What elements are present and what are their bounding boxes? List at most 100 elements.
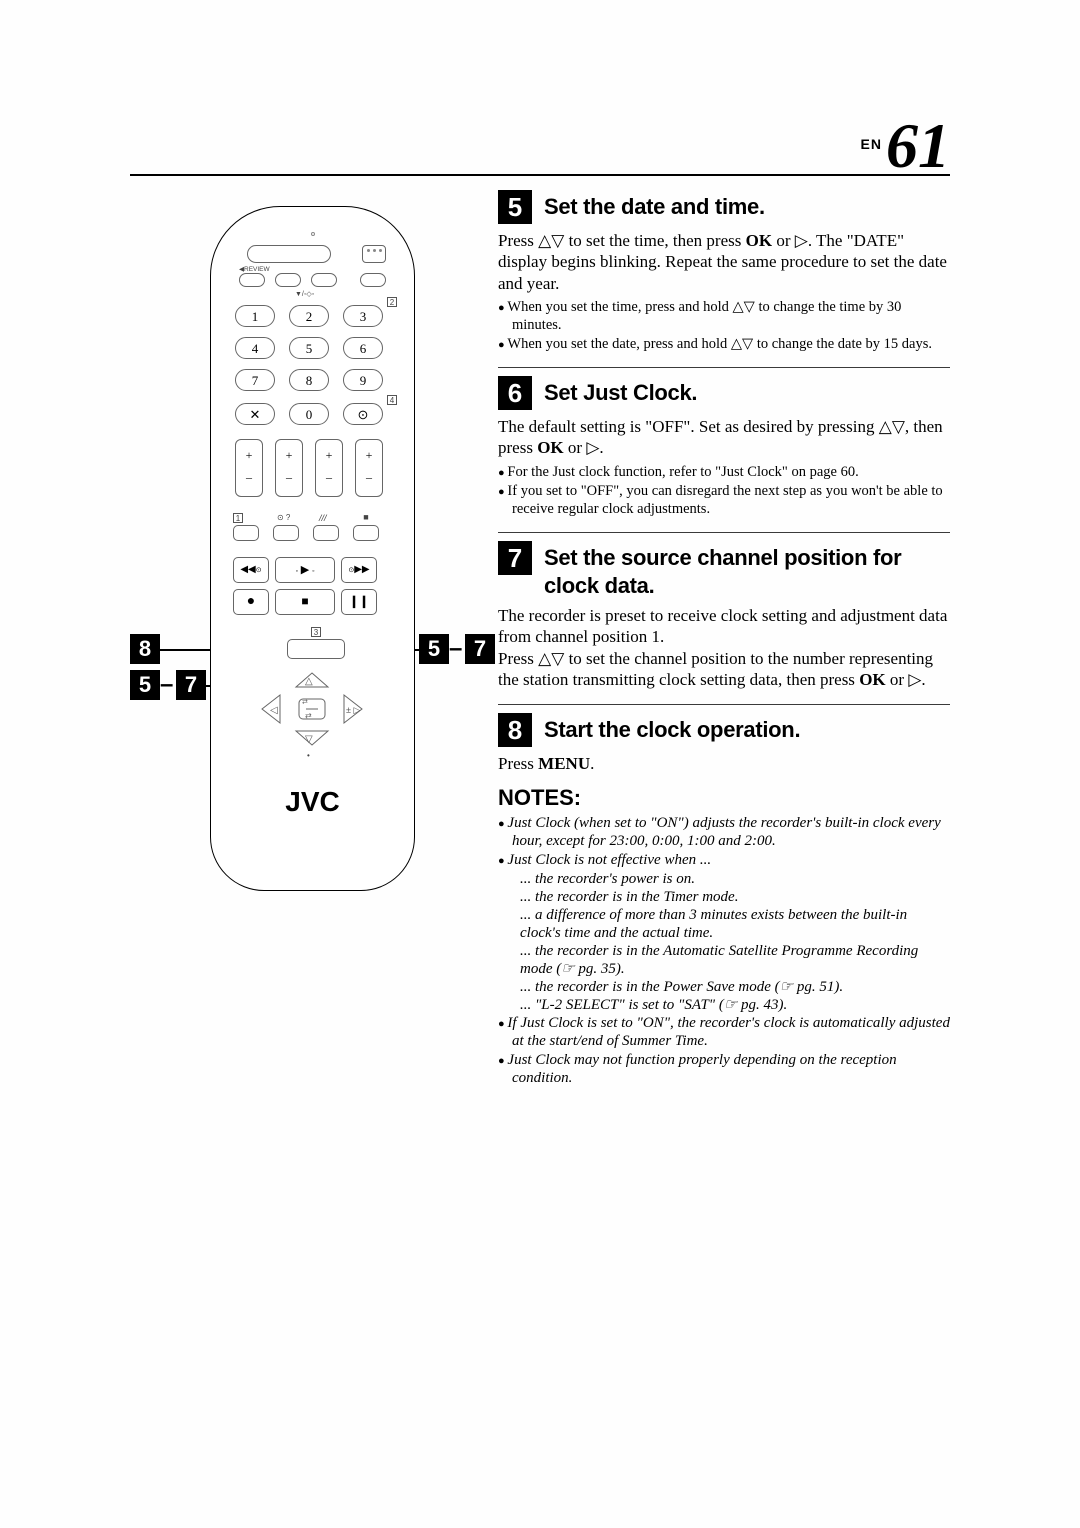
callout-7: 7 — [176, 670, 206, 700]
key-0: 0 — [289, 403, 329, 425]
sub-item: When you set the time, press and hold △▽… — [498, 298, 950, 334]
mid-label: /// — [319, 513, 327, 523]
key-2: 2 — [289, 305, 329, 327]
step-title: Start the clock operation. — [544, 713, 800, 744]
note-sub: ... the recorder is in the Automatic Sat… — [498, 942, 950, 978]
sub-item: For the Just clock function, refer to "J… — [498, 463, 950, 481]
step-number: 6 — [498, 376, 532, 410]
section-5: 5 Set the date and time. Press △▽ to set… — [498, 190, 950, 353]
callout-5: 5 — [130, 670, 160, 700]
review-button — [239, 273, 265, 287]
callout-dash-r: – — [449, 634, 462, 664]
top-small-button — [362, 245, 386, 263]
remote-body: ◀REVIEW ▼/◦◇◦ 1 2 3 2 4 5 6 7 8 9 — [210, 206, 415, 891]
small-button — [353, 525, 379, 541]
key-6: 6 — [343, 337, 383, 359]
page-header: EN61 — [130, 120, 950, 176]
dpad-icon: ◁ ± ▷ △ ▽ ⇄ ⇄ — [256, 669, 368, 749]
section-7: 7 Set the source channel position for cl… — [498, 532, 950, 690]
svg-text:△: △ — [305, 676, 313, 687]
section-8: 8 Start the clock operation. Press MENU. — [498, 704, 950, 774]
note-sub: ... the recorder is in the Timer mode. — [498, 888, 950, 906]
rocker-button: +– — [355, 439, 383, 497]
key-timer: ⊙ — [343, 403, 383, 425]
svg-text:◁: ◁ — [270, 705, 278, 716]
key-1: 1 — [235, 305, 275, 327]
top-bar-button — [247, 245, 331, 263]
step-title: Set the date and time. — [544, 190, 765, 221]
callout-7r: 7 — [465, 634, 495, 664]
note-sub: ... the recorder's power is on. — [498, 870, 950, 888]
sub-item: If you set to "OFF", you can disregard t… — [498, 482, 950, 518]
note-item: Just Clock (when set to "ON") adjusts th… — [498, 814, 950, 850]
right-column: 5 Set the date and time. Press △▽ to set… — [498, 190, 950, 1088]
key-3: 3 — [343, 305, 383, 327]
step-number: 5 — [498, 190, 532, 224]
step-number: 8 — [498, 713, 532, 747]
menu-button — [287, 639, 345, 659]
step-title: Set Just Clock. — [544, 376, 697, 407]
rew-button: ◀◀⊙ — [233, 557, 269, 583]
page-lang: EN — [861, 136, 882, 152]
svg-text:▽: ▽ — [305, 734, 313, 745]
svg-text:± ▷: ± ▷ — [346, 705, 360, 715]
badge-3: 3 — [311, 627, 321, 637]
note-sub: ... "L-2 SELECT" is set to "SAT" (☞ pg. … — [498, 996, 950, 1014]
ff-button: ⊙▶▶ — [341, 557, 377, 583]
rec-button: ● — [233, 589, 269, 615]
brand-label: JVC — [211, 786, 414, 818]
left-column: 8 5 – 7 5 – 7 — [130, 190, 470, 1088]
note-sub: ... a difference of more than 3 minutes … — [498, 906, 950, 942]
key-5: 5 — [289, 337, 329, 359]
dpad: ◁ ± ▷ △ ▽ ⇄ ⇄ — [256, 669, 368, 749]
note-sub: ... the recorder is in the Power Save mo… — [498, 978, 950, 996]
review-icon: ◀REVIEW — [239, 265, 270, 273]
key-4: 4 — [235, 337, 275, 359]
stop-button: ■ — [275, 589, 335, 615]
note-item: Just Clock may not function properly dep… — [498, 1051, 950, 1087]
section-6: 6 Set Just Clock. The default setting is… — [498, 367, 950, 518]
rocker-button: +– — [235, 439, 263, 497]
led-icon — [311, 232, 315, 236]
columns: 8 5 – 7 5 – 7 — [130, 190, 950, 1088]
note-item: Just Clock is not effective when ... — [498, 851, 950, 869]
round-button — [275, 273, 301, 287]
notes-list: Just Clock (when set to "ON") adjusts th… — [498, 814, 950, 1087]
small-button — [273, 525, 299, 541]
label-icon: ▼/◦◇◦ — [295, 290, 314, 298]
svg-text:⇄: ⇄ — [302, 699, 308, 706]
step-title: Set the source channel position for cloc… — [544, 541, 950, 599]
step-body: Press MENU. — [498, 753, 950, 774]
rocker-button: +– — [275, 439, 303, 497]
note-item: If Just Clock is set to "ON", the record… — [498, 1014, 950, 1050]
osd-label: ⊙ ? — [277, 513, 290, 522]
sub-item: When you set the date, press and hold △▽… — [498, 335, 950, 353]
pause-button: ❙❙ — [341, 589, 377, 615]
step-body: The recorder is preset to receive clock … — [498, 605, 950, 690]
callout-dash: – — [160, 670, 173, 700]
step-body: Press △▽ to set the time, then press OK … — [498, 230, 950, 294]
small-button — [313, 525, 339, 541]
rocker-button: +– — [315, 439, 343, 497]
notes-heading: NOTES: — [498, 784, 950, 812]
key-cancel: ✕ — [235, 403, 275, 425]
step-number: 7 — [498, 541, 532, 575]
page-number: 61 — [886, 110, 950, 181]
key-8: 8 — [289, 369, 329, 391]
small-button — [233, 525, 259, 541]
round-button — [311, 273, 337, 287]
key-7: 7 — [235, 369, 275, 391]
badge-4: 4 — [387, 395, 397, 405]
round-button — [360, 273, 386, 287]
play-button: ◦ ▶ ◦ — [275, 557, 335, 583]
manual-page: EN61 8 5 – 7 5 – 7 — [130, 120, 950, 1088]
step-body: The default setting is "OFF". Set as des… — [498, 416, 950, 459]
key-9: 9 — [343, 369, 383, 391]
step-sublist: For the Just clock function, refer to "J… — [498, 463, 950, 518]
callout-8: 8 — [130, 634, 160, 664]
review-label: REVIEW — [244, 266, 270, 273]
callout-5r: 5 — [419, 634, 449, 664]
badge-2: 2 — [387, 297, 397, 307]
svg-text:⇄: ⇄ — [305, 711, 312, 720]
remote-illustration: 8 5 – 7 5 – 7 — [130, 206, 470, 926]
